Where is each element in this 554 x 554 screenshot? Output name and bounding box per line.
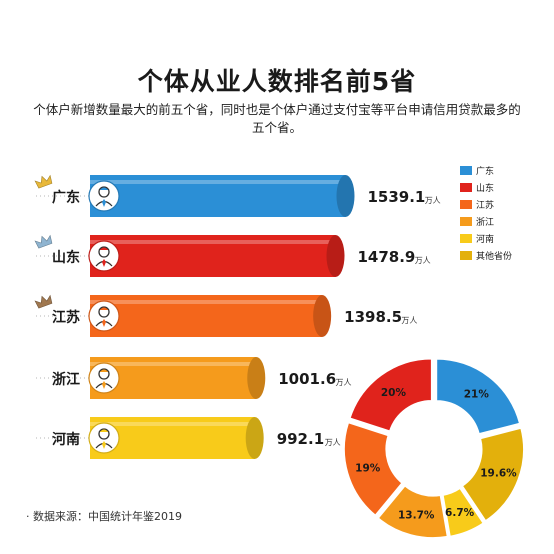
legend-item-guangdong: 广东 [460, 165, 494, 177]
value-label: 1398.5 [344, 308, 402, 326]
avatar-tie [102, 259, 106, 267]
donut-slice-jiangsu [343, 421, 404, 517]
bar-highlight [90, 180, 346, 184]
avatar-tie [102, 319, 106, 327]
donut-slice-zhejiang [377, 484, 449, 539]
avatar-hair [98, 428, 110, 433]
person-avatar-icon [88, 300, 120, 332]
avatar-tie [102, 441, 106, 449]
data-source-note: · 数据来源：中国统计年鉴2019 [26, 510, 182, 523]
bar-jiangsu [90, 295, 323, 337]
legend-item-other: 其他省份 [460, 250, 512, 262]
donut-slice-label: 21% [464, 388, 490, 400]
category-label: 浙江 [52, 371, 80, 388]
avatar-hair [98, 368, 110, 373]
legend-label: 河南 [476, 233, 494, 245]
donut-slice-other [461, 427, 525, 522]
legend-label: 广东 [476, 165, 494, 177]
bar-highlight [90, 240, 336, 244]
unit-label: 万人 [425, 196, 441, 205]
bar-shandong [90, 235, 336, 277]
legend-swatch [460, 183, 472, 192]
legend-item-zhejiang: 浙江 [460, 216, 494, 228]
bar-row-shandong: 山东 1478.9 万人 [36, 235, 431, 277]
donut-slice-group: 19% [343, 421, 404, 517]
donut-slice-label: 19.6% [480, 468, 517, 480]
legend-swatch [460, 251, 472, 260]
legend-item-henan: 河南 [460, 233, 494, 245]
legend-item-shandong: 山东 [460, 182, 494, 194]
bar-highlight [90, 422, 255, 426]
bar-row-jiangsu: 江苏 1398.5 万人 [36, 295, 417, 337]
legend-swatch [460, 234, 472, 243]
donut-slice-henan [442, 487, 485, 538]
bar-end-cap [326, 235, 345, 277]
donut-slice-group: 19.6% [461, 427, 525, 522]
bar-end-cap [336, 175, 355, 217]
bar-guangdong [90, 175, 346, 217]
avatar-hair [98, 246, 110, 251]
donut-slice-group: 20% [348, 358, 433, 433]
unit-label: 万人 [415, 256, 431, 265]
donut-slice-label: 20% [381, 387, 407, 399]
person-avatar-icon [88, 362, 120, 394]
bar-highlight [90, 300, 323, 304]
bar-row-henan: 河南 992.1 万人 [36, 417, 341, 459]
bar-row-guangdong: 广东 1539.1 万人 [36, 175, 441, 217]
donut-slice-guangdong [435, 358, 521, 435]
category-label: 江苏 [52, 309, 80, 326]
legend-swatch [460, 166, 472, 175]
value-label: 992.1 [277, 430, 324, 448]
bronze-crown-icon [34, 294, 53, 309]
category-label: 河南 [52, 431, 80, 448]
bar-end-cap [313, 295, 332, 337]
unit-label: 万人 [335, 378, 351, 387]
person-avatar-icon [88, 180, 120, 212]
person-avatar-icon [88, 422, 120, 454]
bar-row-zhejiang: 浙江 1001.6 万人 [36, 357, 351, 399]
donut-slice-group: 6.7% [442, 487, 485, 538]
donut-slice-label: 19% [355, 462, 381, 474]
bar-end-cap [247, 357, 266, 399]
category-label: 广东 [52, 189, 80, 206]
category-label: 山东 [52, 249, 80, 266]
value-label: 1539.1 [367, 188, 425, 206]
avatar-hair [98, 186, 110, 191]
legend-label: 山东 [476, 182, 494, 194]
bar-end-cap [245, 417, 264, 459]
unit-label: 万人 [401, 316, 417, 325]
avatar-hair [98, 306, 110, 311]
donut-slice-group: 21% [435, 358, 521, 435]
donut-slice-group: 13.7% [377, 484, 449, 539]
chart-subtitle: 个体户新增数量最大的前五个省，同时也是个体户通过支付宝等平台申请信用贷款最多的五… [33, 102, 521, 135]
avatar-tie [102, 199, 106, 207]
legend-label: 浙江 [476, 216, 494, 228]
donut-slice-shandong [348, 358, 433, 433]
gold-crown-icon [34, 174, 53, 189]
value-label: 1478.9 [357, 248, 415, 266]
legend-swatch [460, 217, 472, 226]
person-avatar-icon [88, 240, 120, 272]
legend-item-jiangsu: 江苏 [460, 199, 494, 211]
legend-swatch [460, 200, 472, 209]
donut-slice-label: 6.7% [445, 507, 475, 519]
unit-label: 万人 [325, 438, 341, 447]
avatar-tie [102, 381, 106, 389]
silver-crown-icon [34, 234, 53, 249]
bar-highlight [90, 362, 257, 366]
chart-title: 个体从业人数排名前5省 [137, 67, 417, 96]
value-label: 1001.6 [278, 370, 336, 388]
donut-slice-label: 13.7% [398, 510, 435, 522]
legend-label: 江苏 [476, 199, 494, 211]
legend-label: 其他省份 [476, 250, 512, 262]
